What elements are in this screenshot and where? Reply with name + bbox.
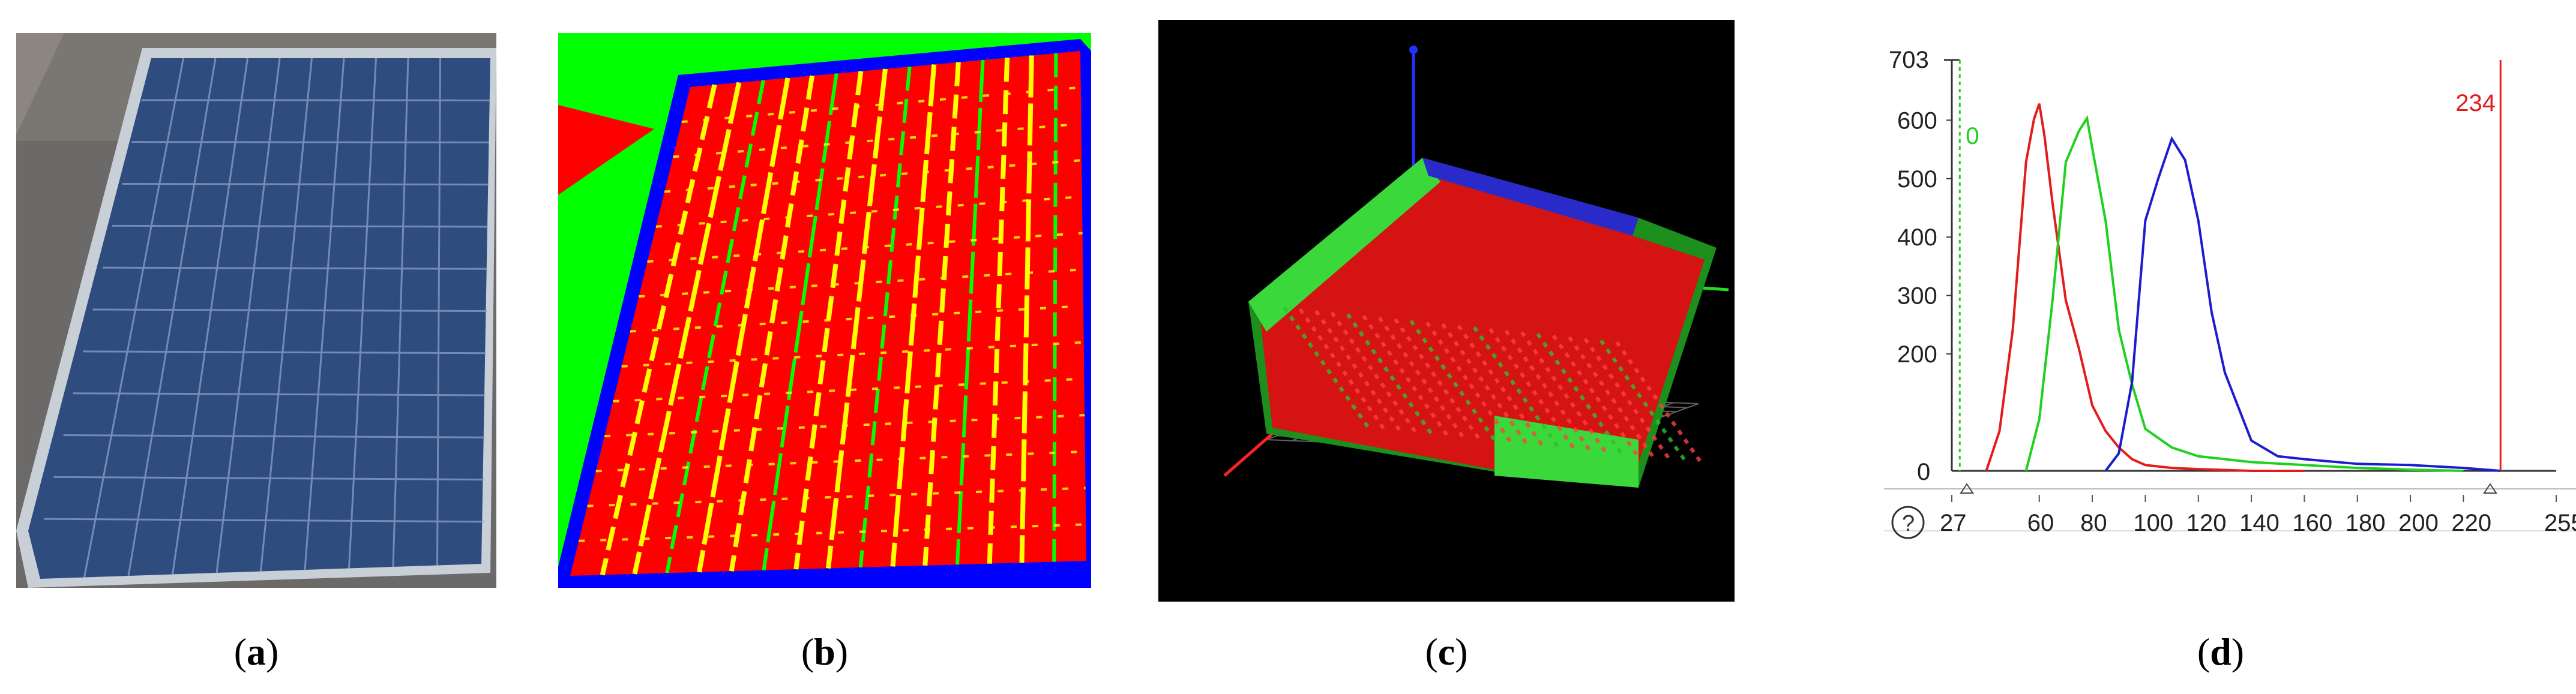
solar-panel-photo xyxy=(16,33,496,588)
left-marker-label: 0 xyxy=(1966,123,1979,149)
x-tick-label: 80 xyxy=(2080,510,2107,536)
caption-c: (c) xyxy=(1425,630,1468,673)
svg-text:?: ? xyxy=(1902,511,1915,536)
x-tick-label: 27 xyxy=(1940,510,1967,536)
x-tick-label: 100 xyxy=(2133,510,2173,536)
x-tick-label: 120 xyxy=(2186,510,2227,536)
y-tick-label: 200 xyxy=(1897,341,1937,368)
x-tick-label: 60 xyxy=(2027,510,2054,536)
right-marker-label: 234 xyxy=(2455,90,2496,116)
caption-a: (a) xyxy=(233,630,279,673)
histogram-series-line xyxy=(1985,103,2305,472)
x-tick-label: 255 xyxy=(2544,510,2576,536)
caption-b: (b) xyxy=(801,630,849,673)
histogram-series-line xyxy=(2104,136,2501,472)
left-handle-icon xyxy=(1960,483,1974,494)
y-max-label: 703 xyxy=(1889,47,1929,73)
y-zero-label: 0 xyxy=(1917,459,1930,485)
x-tick-label: 220 xyxy=(2451,510,2491,536)
histogram-series-line xyxy=(2024,115,2464,472)
segmentation-image xyxy=(558,33,1091,588)
x-tick-label: 160 xyxy=(2292,510,2332,536)
3d-surface-plot xyxy=(1158,20,1735,602)
y-tick-label: 500 xyxy=(1897,166,1937,193)
x-tick-label: 140 xyxy=(2239,510,2280,536)
x-tick-label: 180 xyxy=(2346,510,2386,536)
histogram-chart: 600 500 400 300 200 27 60 80 100 120 140 160 180 200… xyxy=(1884,33,2576,591)
help-icon[interactable]: ? xyxy=(1891,506,1925,539)
caption-d: (d) xyxy=(2197,630,2245,673)
y-tick-label: 600 xyxy=(1897,107,1937,134)
right-handle-icon xyxy=(2483,483,2497,494)
y-tick-label: 300 xyxy=(1897,283,1937,310)
x-tick-label: 200 xyxy=(2398,510,2439,536)
y-tick-label: 400 xyxy=(1897,224,1937,251)
